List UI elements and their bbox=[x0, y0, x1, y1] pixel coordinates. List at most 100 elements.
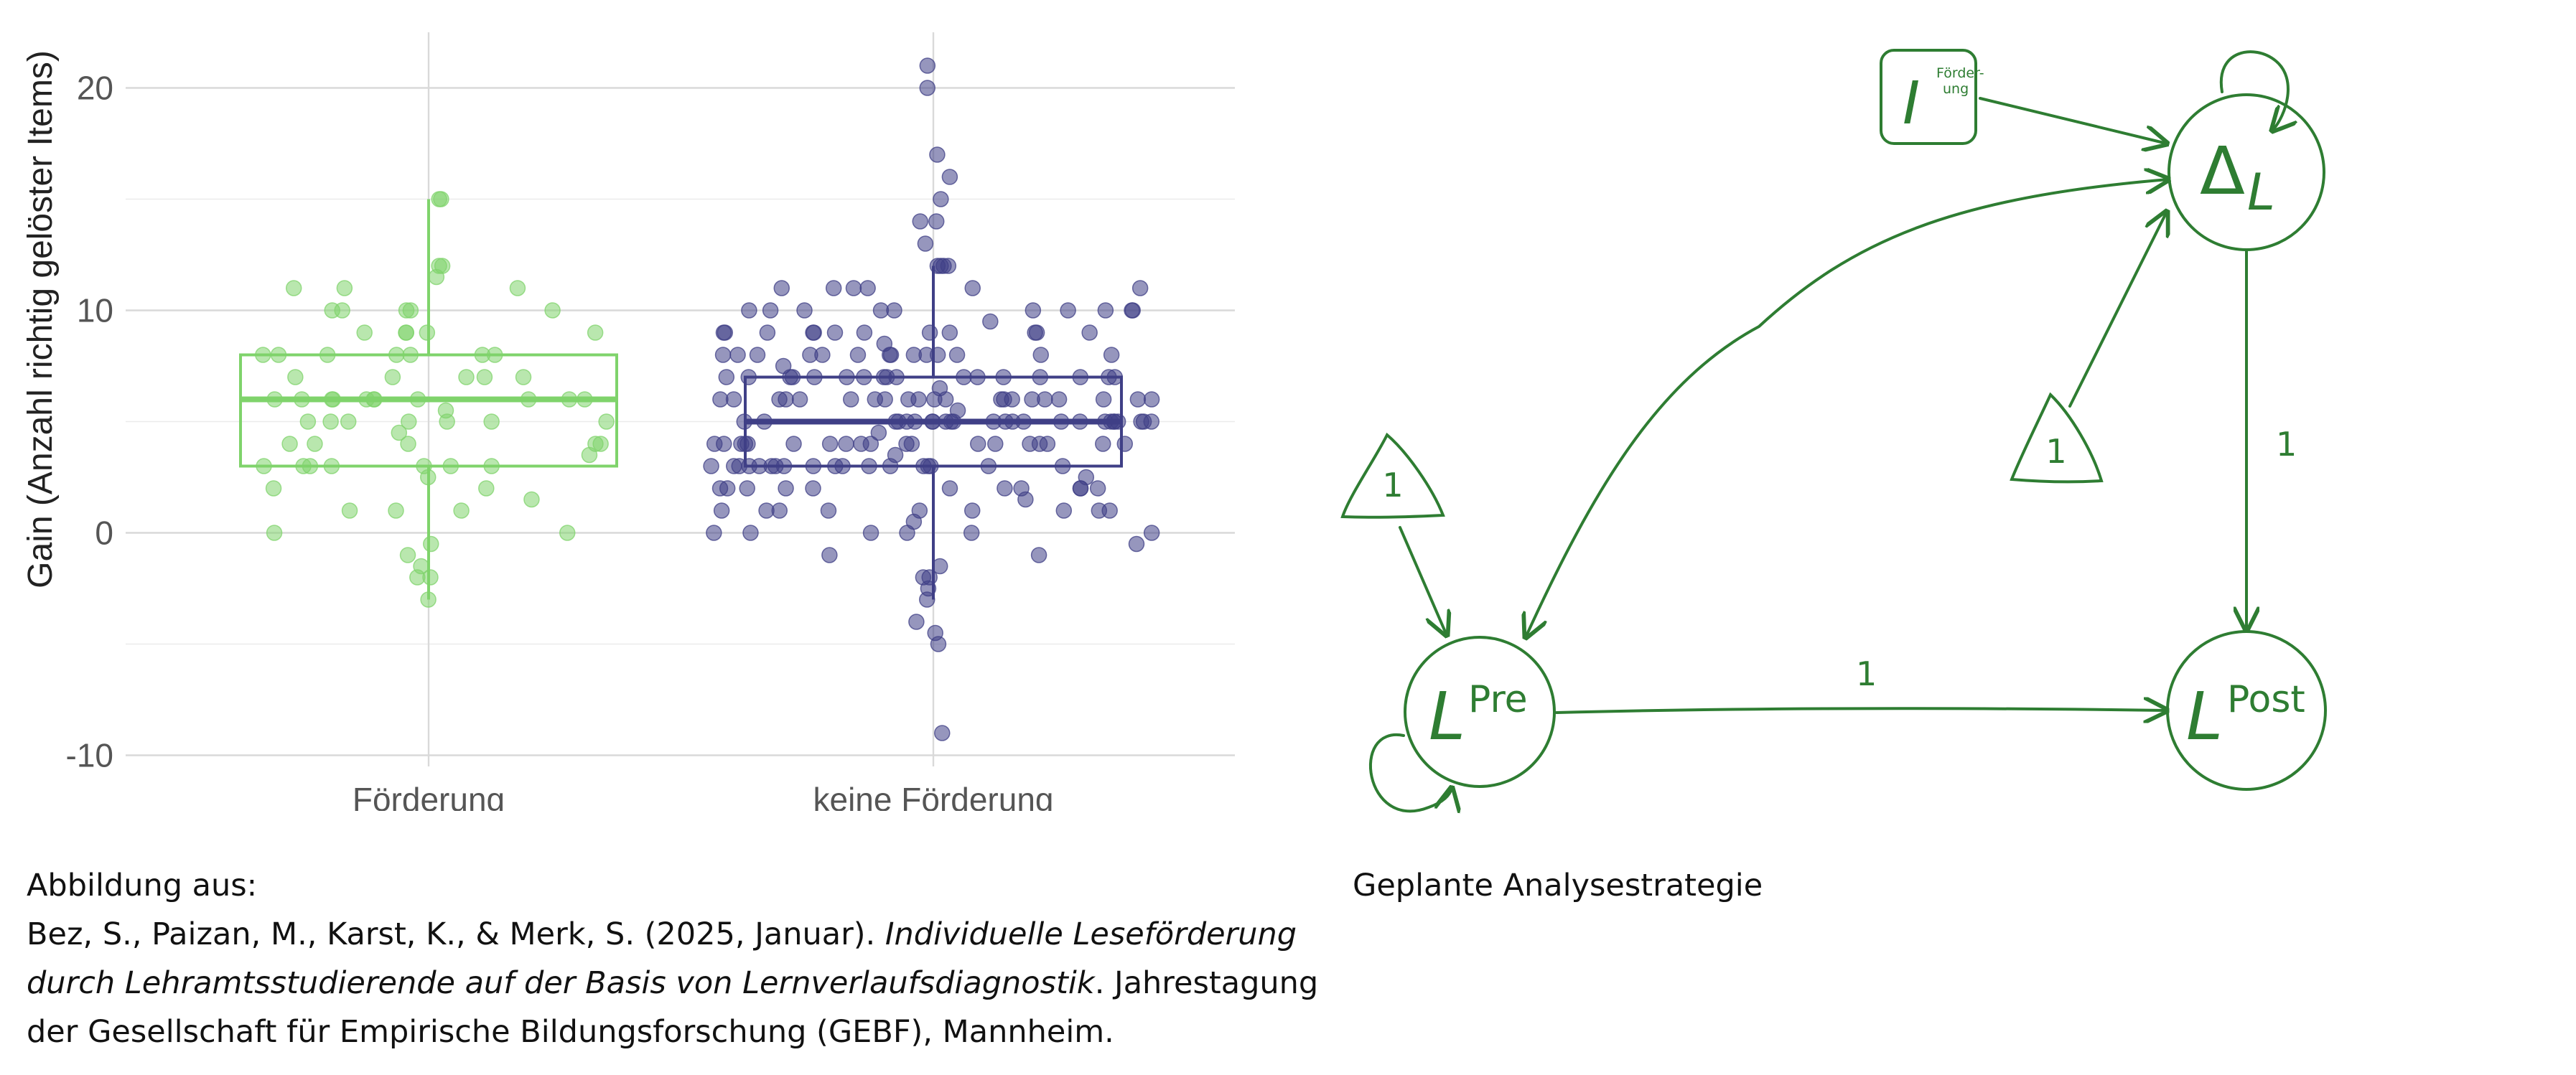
data-point bbox=[285, 280, 302, 296]
data-point bbox=[910, 391, 927, 408]
data-point bbox=[1030, 547, 1047, 563]
data-point bbox=[400, 436, 416, 452]
data-point bbox=[340, 413, 357, 430]
data-point bbox=[336, 280, 353, 296]
y-axis-label: Gain (Anzahl richtig gelöster Items) bbox=[22, 50, 60, 588]
data-point bbox=[941, 480, 958, 497]
data-point bbox=[266, 525, 283, 541]
edge-pre-post bbox=[1555, 708, 2167, 713]
data-point bbox=[742, 525, 759, 541]
data-point bbox=[1103, 347, 1120, 363]
data-point bbox=[778, 480, 794, 497]
y-axis-ticks: -10 0 10 20 bbox=[66, 70, 113, 774]
citation-title-part-2: durch Lehramtsstudierende auf der Basis … bbox=[27, 965, 1095, 1001]
data-point bbox=[982, 313, 999, 330]
x-tick-label: Förderung bbox=[353, 781, 505, 811]
data-point bbox=[1055, 502, 1073, 519]
data-point bbox=[838, 436, 854, 452]
data-point bbox=[862, 525, 879, 541]
edge-pre-selfloop bbox=[1368, 733, 1452, 811]
data-point bbox=[1124, 302, 1140, 319]
data-point bbox=[876, 335, 893, 352]
data-point bbox=[437, 402, 454, 419]
data-point bbox=[712, 391, 729, 408]
data-point bbox=[759, 324, 776, 341]
data-point bbox=[1116, 436, 1134, 452]
data-point bbox=[749, 347, 766, 363]
data-point bbox=[886, 302, 902, 319]
data-point bbox=[1004, 391, 1020, 408]
pre-super: Pre bbox=[1468, 678, 1528, 721]
citation-venue-part-1: . Jahrestagung bbox=[1094, 965, 1319, 1001]
data-point bbox=[941, 169, 958, 185]
data-point bbox=[1050, 391, 1068, 408]
data-point bbox=[413, 558, 429, 575]
data-point bbox=[419, 324, 436, 341]
data-point bbox=[820, 502, 837, 519]
data-point bbox=[908, 614, 925, 630]
data-point bbox=[384, 369, 401, 385]
data-point bbox=[1128, 535, 1145, 553]
data-point bbox=[849, 347, 867, 363]
path-diagram: I Förder- ung Δ L L Pre L Post 1 1 1 1 bbox=[1340, 49, 2327, 825]
data-point bbox=[458, 369, 475, 385]
data-point bbox=[1081, 324, 1098, 341]
data-point bbox=[911, 502, 928, 519]
citation-line-1: Abbildung aus: bbox=[27, 868, 258, 903]
data-point bbox=[1101, 502, 1118, 519]
data-point bbox=[963, 502, 981, 519]
data-point bbox=[401, 413, 417, 430]
data-point bbox=[324, 302, 340, 319]
data-point bbox=[933, 258, 949, 274]
data-point bbox=[933, 191, 949, 207]
data-point bbox=[775, 357, 792, 375]
data-point bbox=[927, 624, 943, 642]
data-point bbox=[281, 436, 298, 452]
data-point bbox=[778, 391, 794, 408]
node-pre bbox=[1404, 636, 1556, 788]
pre-main: L bbox=[1429, 678, 1465, 755]
data-point bbox=[478, 480, 495, 497]
data-point bbox=[969, 436, 986, 452]
data-point bbox=[802, 347, 818, 363]
data-point bbox=[544, 302, 561, 319]
data-point bbox=[587, 436, 604, 452]
data-point bbox=[887, 446, 904, 464]
intervention-super: Förder- bbox=[1936, 65, 1984, 81]
edge-triangle-pre bbox=[1399, 526, 1447, 635]
data-point bbox=[356, 324, 373, 341]
post-main: L bbox=[2186, 678, 2223, 755]
y-tick-label: 10 bbox=[77, 292, 113, 329]
data-point bbox=[341, 502, 358, 519]
data-point bbox=[398, 324, 415, 341]
data-point bbox=[928, 213, 945, 230]
data-point bbox=[515, 369, 532, 385]
edge-label-pre-post: 1 bbox=[1856, 654, 1877, 693]
data-point bbox=[434, 258, 451, 274]
data-point bbox=[1143, 525, 1160, 541]
data-point bbox=[1129, 391, 1147, 408]
citation-line-2: Bez, S., Paizan, M., Karst, K., & Merk, … bbox=[27, 910, 1297, 959]
data-point bbox=[509, 280, 526, 296]
data-point bbox=[391, 424, 408, 441]
data-point bbox=[948, 347, 966, 363]
box bbox=[239, 353, 618, 468]
data-point bbox=[963, 525, 980, 541]
data-point bbox=[949, 402, 966, 419]
data-point bbox=[423, 535, 439, 553]
data-point bbox=[713, 502, 730, 519]
data-point bbox=[714, 347, 732, 363]
data-point bbox=[821, 547, 838, 563]
data-point bbox=[826, 324, 844, 341]
edge-pre-delta-covariance bbox=[1526, 179, 2168, 637]
data-point bbox=[1095, 391, 1112, 408]
data-point bbox=[931, 380, 948, 397]
data-point bbox=[307, 436, 323, 452]
data-point bbox=[398, 302, 415, 319]
data-point bbox=[929, 146, 946, 163]
data-point bbox=[842, 391, 859, 408]
data-point bbox=[791, 391, 808, 408]
delta-sub: L bbox=[2247, 163, 2275, 222]
delta-main: Δ bbox=[2200, 133, 2245, 210]
data-point bbox=[739, 480, 755, 497]
